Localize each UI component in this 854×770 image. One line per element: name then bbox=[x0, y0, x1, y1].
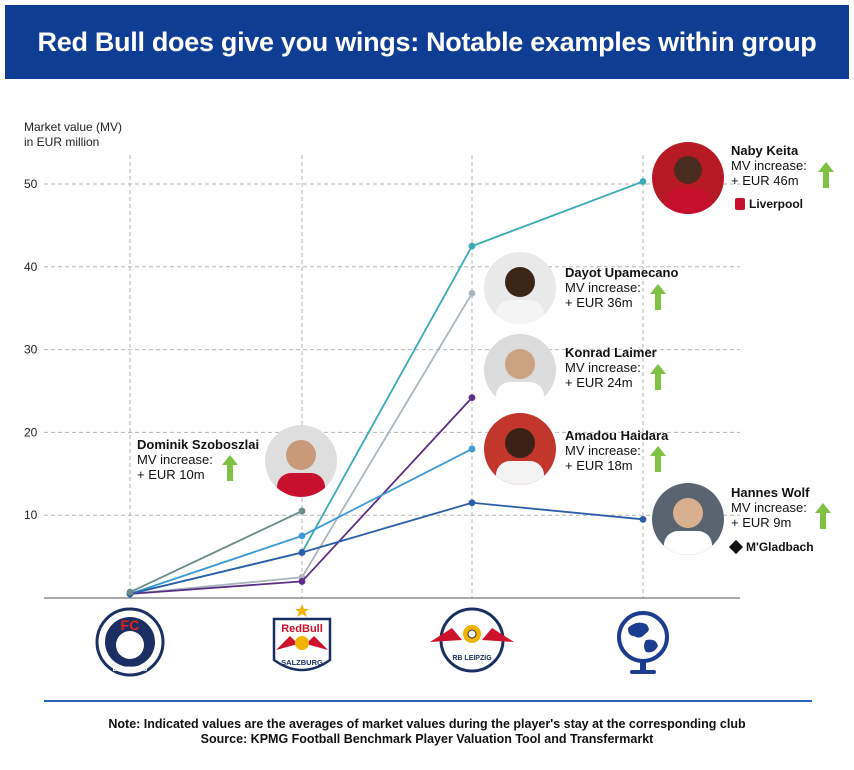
keita-mv-value: + EUR 46m bbox=[731, 173, 799, 188]
data-point-wolf bbox=[639, 515, 647, 523]
haidara-up-arrow-icon bbox=[650, 446, 666, 472]
y-tick-label: 30 bbox=[24, 343, 38, 357]
footer-source: Source: KPMG Football Benchmark Player V… bbox=[200, 732, 654, 746]
haidara-mv-label: MV increase: bbox=[565, 443, 641, 458]
data-point-laimer bbox=[468, 394, 476, 402]
data-point-wolf bbox=[298, 549, 306, 556]
keita-photo bbox=[652, 142, 724, 214]
wolf-up-arrow-icon bbox=[815, 503, 831, 529]
wolf-mv-label: MV increase: bbox=[731, 500, 807, 515]
haidara-photo bbox=[484, 413, 556, 485]
liefering-logo: FC LIEFERING bbox=[95, 607, 165, 677]
szoboszlai-name: Dominik Szoboszlai bbox=[137, 437, 260, 452]
keita-mv-label: MV increase: bbox=[731, 158, 807, 173]
leipzig-logo: RB LEIPZIG bbox=[430, 607, 514, 673]
data-point-laimer bbox=[298, 578, 306, 585]
salzburg-logo: RedBull SALZBURG bbox=[272, 604, 332, 672]
gladbach-crest-icon bbox=[728, 539, 744, 555]
upamecano-mv-label: MV increase: bbox=[565, 280, 641, 295]
line-chart: 10 20 30 40 50 FC LIEFERING RedBull SALZBURG… bbox=[24, 155, 740, 677]
szoboszlai-label: Dominik Szoboszlai MV increase: + EUR 10… bbox=[137, 437, 259, 482]
footer-divider bbox=[44, 700, 812, 702]
laimer-mv-label: MV increase: bbox=[565, 360, 641, 375]
upamecano-mv-value: + EUR 36m bbox=[565, 295, 633, 310]
chart-title: Red Bull does give you wings: Notable ex… bbox=[37, 27, 817, 131]
szoboszlai-mv-label: MV increase: bbox=[137, 452, 213, 467]
haidara-mv-value: + EUR 18m bbox=[565, 458, 633, 473]
szoboszlai-photo bbox=[265, 425, 337, 497]
leipzig-bottom-text: RB LEIPZIG bbox=[452, 655, 492, 662]
laimer-up-arrow-icon bbox=[650, 364, 666, 390]
data-point-szoboszlai bbox=[298, 507, 306, 515]
upamecano-photo bbox=[484, 252, 556, 324]
title-bar: Red Bull does give you wings: Notable ex… bbox=[5, 5, 849, 131]
footer-note: Note: Indicated values are the averages … bbox=[108, 717, 746, 731]
liefering-top-text: FC bbox=[121, 617, 140, 633]
laimer-mv-value: + EUR 24m bbox=[565, 375, 633, 390]
haidara-label: Amadou Haidara MV increase: + EUR 18m bbox=[565, 428, 668, 473]
liefering-ring-text: LIEFERING bbox=[113, 666, 148, 673]
y-tick-label: 20 bbox=[24, 425, 38, 439]
keita-up-arrow-icon bbox=[818, 162, 834, 188]
data-point-keita bbox=[639, 178, 647, 185]
star-icon bbox=[295, 604, 309, 617]
data-point-szoboszlai bbox=[126, 588, 134, 596]
gladbach-club-name: M'Gladbach bbox=[746, 540, 814, 554]
series-line-szoboszlai bbox=[129, 510, 303, 594]
globe-icon bbox=[617, 611, 669, 674]
y-tick-labels: 10 20 30 40 50 bbox=[24, 177, 38, 522]
salzburg-bottom-text: SALZBURG bbox=[281, 658, 323, 667]
szoboszlai-up-arrow-icon bbox=[222, 455, 238, 481]
upamecano-label: Dayot Upamecano MV increase: + EUR 36m bbox=[565, 265, 678, 310]
laimer-name: Konrad Laimer bbox=[565, 345, 657, 360]
haidara-name: Amadou Haidara bbox=[565, 428, 669, 443]
data-point-keita bbox=[468, 242, 476, 250]
data-point-haidara bbox=[298, 532, 306, 540]
gridlines bbox=[44, 155, 740, 598]
y-tick-label: 40 bbox=[24, 260, 38, 274]
wolf-name: Hannes Wolf bbox=[731, 485, 810, 500]
y-axis-label-line2: in EUR million bbox=[24, 135, 100, 149]
data-point-haidara bbox=[468, 445, 476, 453]
laimer-label: Konrad Laimer MV increase: + EUR 24m bbox=[565, 345, 657, 390]
liverpool-crest-icon bbox=[735, 198, 745, 210]
liverpool-club-name: Liverpool bbox=[749, 197, 804, 211]
wolf-mv-value: + EUR 9m bbox=[731, 515, 792, 530]
salzburg-top-text: RedBull bbox=[281, 623, 323, 635]
y-axis-label-line1: Market value (MV) bbox=[24, 120, 123, 134]
y-axis-label: Market value (MV) in EUR million bbox=[24, 120, 122, 150]
wolf-label: Hannes Wolf MV increase: + EUR 9m bbox=[731, 485, 810, 530]
szoboszlai-mv-value: + EUR 10m bbox=[137, 467, 205, 482]
keita-name: Naby Keita bbox=[731, 143, 799, 158]
data-point-wolf bbox=[468, 499, 476, 507]
y-tick-label: 50 bbox=[24, 177, 38, 191]
upamecano-name: Dayot Upamecano bbox=[565, 265, 679, 280]
laimer-photo bbox=[484, 334, 556, 406]
liverpool-club-tag: Liverpool bbox=[735, 197, 803, 211]
y-tick-label: 10 bbox=[24, 508, 38, 522]
data-point-upamecano bbox=[468, 289, 476, 297]
keita-label: Naby Keita MV increase: + EUR 46m bbox=[731, 143, 807, 188]
wolf-photo bbox=[652, 483, 724, 555]
series-lines bbox=[126, 178, 647, 598]
upamecano-up-arrow-icon bbox=[650, 284, 666, 310]
gladbach-club-tag: M'Gladbach bbox=[728, 539, 814, 555]
series-line-wolf bbox=[129, 501, 644, 595]
